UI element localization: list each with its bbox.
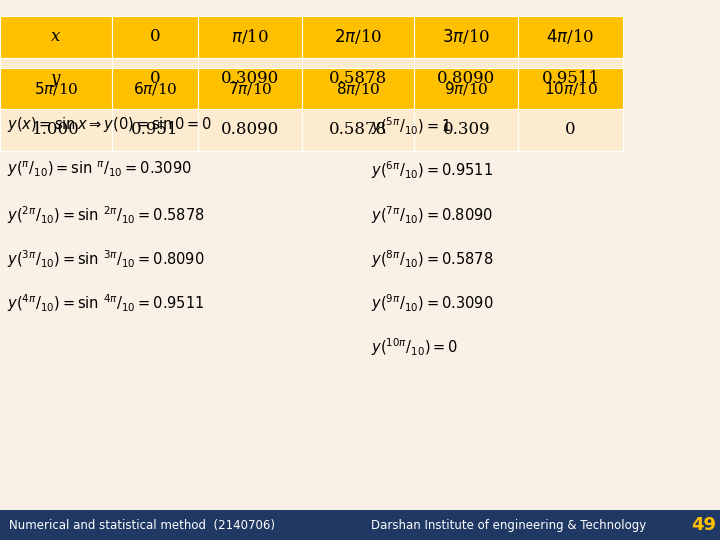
Text: 0.5878: 0.5878 — [329, 122, 387, 138]
Text: 0: 0 — [150, 70, 160, 87]
Text: $y(^{8\pi}/_{10}) = 0.5878$: $y(^{8\pi}/_{10}) = 0.5878$ — [371, 248, 493, 270]
Bar — [518, 16, 623, 58]
Text: $y(^{6\pi}/_{10}) = 0.9511$: $y(^{6\pi}/_{10}) = 0.9511$ — [371, 160, 492, 181]
Text: Darshan Institute of engineering & Technology: Darshan Institute of engineering & Techn… — [371, 518, 646, 532]
Bar — [302, 16, 414, 58]
Text: $y(^{4\pi}/_{10}) = \sin\, ^{4\pi}/_{10} = 0.9511$: $y(^{4\pi}/_{10}) = \sin\, ^{4\pi}/_{10}… — [7, 293, 204, 314]
Bar — [302, 109, 414, 151]
Bar — [414, 16, 518, 58]
Bar — [302, 58, 414, 99]
Text: 0.3090: 0.3090 — [221, 70, 279, 87]
Bar — [518, 68, 623, 109]
Text: 0.8090: 0.8090 — [437, 70, 495, 87]
Text: $y(^{2\pi}/_{10}) = \sin\, ^{2\pi}/_{10} = 0.5878$: $y(^{2\pi}/_{10}) = \sin\, ^{2\pi}/_{10}… — [7, 204, 205, 226]
Text: 0.309: 0.309 — [442, 122, 490, 138]
Bar — [112, 109, 198, 151]
Bar — [198, 109, 302, 151]
Text: 0: 0 — [150, 29, 160, 45]
Text: $10\pi$/10: $10\pi$/10 — [544, 80, 598, 97]
Text: $9\pi$/10: $9\pi$/10 — [444, 80, 488, 97]
Text: 0.9511: 0.9511 — [541, 70, 600, 87]
Text: $5\pi$/10: $5\pi$/10 — [34, 80, 78, 97]
Text: $y(^{\pi}/_{10}) = \sin\, ^{\pi}/_{10} = 0.3090$: $y(^{\pi}/_{10}) = \sin\, ^{\pi}/_{10} =… — [7, 160, 192, 179]
Bar — [0, 109, 112, 151]
Text: y: y — [51, 70, 60, 87]
Text: 0: 0 — [565, 122, 576, 138]
Text: $2\pi$/10: $2\pi$/10 — [334, 28, 382, 46]
Text: x: x — [51, 29, 60, 45]
Text: $8\pi$/10: $8\pi$/10 — [336, 80, 380, 97]
Bar — [198, 68, 302, 109]
Text: $7\pi$/10: $7\pi$/10 — [228, 80, 272, 97]
Text: 0.951: 0.951 — [131, 122, 179, 138]
Text: $3\pi$/10: $3\pi$/10 — [442, 28, 490, 46]
Bar — [0, 58, 112, 99]
Bar — [112, 58, 198, 99]
Text: 0.8090: 0.8090 — [221, 122, 279, 138]
Text: 0.5878: 0.5878 — [329, 70, 387, 87]
Bar — [302, 68, 414, 109]
Text: $y(^{10\pi}/_{10}) = 0$: $y(^{10\pi}/_{10}) = 0$ — [371, 337, 458, 359]
Bar — [0, 510, 720, 540]
Bar — [112, 68, 198, 109]
Text: $\pi$/10: $\pi$/10 — [231, 28, 269, 46]
Text: $y(^{3\pi}/_{10}) = \sin\, ^{3\pi}/_{10} = 0.8090$: $y(^{3\pi}/_{10}) = \sin\, ^{3\pi}/_{10}… — [7, 248, 204, 270]
Bar — [112, 16, 198, 58]
Text: $4\pi$/10: $4\pi$/10 — [546, 28, 595, 46]
Text: $y(^{5\pi}/_{10}) = 1$: $y(^{5\pi}/_{10}) = 1$ — [371, 116, 451, 137]
Bar — [414, 58, 518, 99]
Text: $y(x) = \sin x \Rightarrow y(0) = \sin 0 = 0$: $y(x) = \sin x \Rightarrow y(0) = \sin 0… — [7, 116, 212, 134]
Text: $y(^{9\pi}/_{10}) = 0.3090$: $y(^{9\pi}/_{10}) = 0.3090$ — [371, 293, 493, 314]
Text: $6\pi$/10: $6\pi$/10 — [132, 80, 177, 97]
Bar — [414, 109, 518, 151]
Bar — [0, 68, 112, 109]
Text: $y(^{7\pi}/_{10}) = 0.8090$: $y(^{7\pi}/_{10}) = 0.8090$ — [371, 204, 493, 226]
Text: Numerical and statistical method  (2140706): Numerical and statistical method (214070… — [9, 518, 274, 532]
Bar — [0, 16, 112, 58]
Bar — [414, 68, 518, 109]
Bar — [198, 16, 302, 58]
Text: 49: 49 — [691, 516, 716, 534]
Bar — [518, 109, 623, 151]
Text: 1.000: 1.000 — [32, 122, 80, 138]
Bar — [198, 58, 302, 99]
Bar — [518, 58, 623, 99]
